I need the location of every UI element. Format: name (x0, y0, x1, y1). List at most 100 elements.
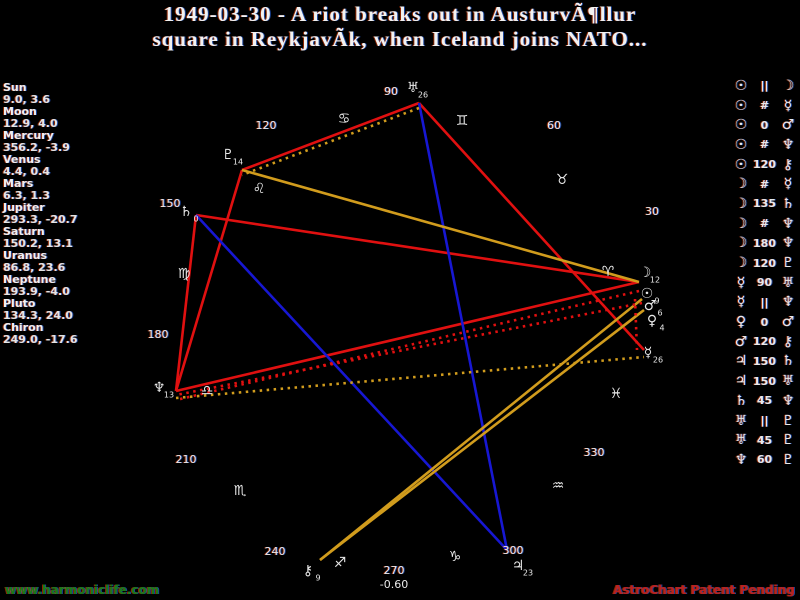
sign-aries-icon: ♈ (602, 264, 615, 280)
planet-sun-icon: ☉ (641, 286, 654, 302)
planet-longitude-declination: 86.8, 23.6 (3, 260, 66, 274)
aspect-planet2-glyph: ☿ (783, 176, 793, 193)
aspect-type: 90 (756, 276, 773, 290)
planet-mercury-degree: 26 (653, 356, 663, 365)
planet-moon-icon: ☽ (639, 265, 652, 281)
tick-label-270: 270 (384, 564, 405, 577)
tick-label-180: 180 (148, 328, 169, 341)
aspect-planet2-glyph: ♇ (781, 412, 795, 429)
aspect-type: || (760, 79, 769, 93)
aspect-planet2-glyph: ☽ (781, 77, 795, 94)
aspect-row-5: ☽ # ☿ (731, 174, 798, 194)
planet-longitude-declination: 134.3, 24.0 (3, 308, 73, 322)
aspect-line-saturn-neptune (174, 214, 198, 392)
planet-chiron-degree: 9 (315, 574, 320, 583)
bottom-axis-note: -0.60 (380, 578, 408, 591)
aspect-planet2-glyph: ♇ (781, 255, 795, 272)
planet-pluto-icon: ♇ (222, 147, 235, 163)
tick-label-120: 120 (256, 119, 277, 132)
aspect-planet1-glyph: ♀ (735, 314, 747, 331)
planet-mars-icon: ♂ (644, 298, 657, 314)
planet-table-row-jupiter: Jupiter 293.3, -20.7 (3, 202, 78, 225)
planet-longitude-declination: 12.9, 4.0 (3, 116, 58, 130)
title-line-1: 1949-03-30 - A riot breaks out in Austur… (163, 2, 637, 26)
aspect-planet1-glyph: ♆ (734, 451, 748, 468)
aspect-row-0: ☉ || ☽ (731, 76, 798, 96)
aspect-planet2-glyph: ♇ (781, 432, 795, 449)
aspect-planet2-glyph: ♆ (781, 294, 795, 311)
aspect-row-18: ♅ 45 ♇ (731, 430, 798, 450)
aspect-planet1-glyph: ☽ (734, 235, 748, 252)
aspect-planet1-glyph: ♃ (734, 373, 748, 390)
planet-chiron-icon: ⚷ (303, 563, 313, 579)
planet-table-row-sun: Sun 9.0, 3.6 (3, 82, 78, 105)
planet-table-row-mercury: Mercury 356.2, -3.9 (3, 130, 78, 153)
aspect-planet1-glyph: ☿ (736, 294, 746, 311)
aspect-type: 120 (753, 335, 776, 349)
sign-aquarius-icon: ♒ (552, 478, 565, 494)
aspect-type: 120 (753, 256, 776, 270)
planet-longitude-declination: 193.9, -4.0 (3, 284, 70, 298)
aspect-type: 45 (756, 394, 773, 408)
aspect-type: 150 (753, 374, 776, 388)
aspect-row-13: ♂ 120 ⚷ (731, 332, 798, 352)
aspect-row-9: ☽ 120 ♇ (731, 253, 798, 273)
aspect-planet1-glyph: ♅ (734, 432, 748, 449)
aspect-row-14: ♃ 150 ♄ (731, 352, 798, 372)
aspect-row-2: ☉ 0 ♂ (731, 115, 798, 135)
aspect-planet2-glyph: ⚷ (782, 156, 794, 173)
aspect-type: 180 (753, 236, 776, 250)
aspect-line-jupiter-uranus (417, 102, 509, 551)
planet-jupiter-degree: 23 (523, 569, 533, 578)
planet-longitude-declination: 9.0, 3.6 (3, 92, 50, 106)
aspect-planet2-glyph: ♆ (781, 392, 795, 409)
planet-table-row-mars: Mars 6.3, 1.3 (3, 178, 78, 201)
aspect-type: 0 (760, 315, 769, 329)
planet-longitude-declination: 249.0, -17.6 (3, 332, 78, 346)
planet-name: Chiron (3, 321, 44, 334)
planet-jupiter-icon: ♃ (512, 558, 525, 574)
aspect-type: 60 (756, 453, 773, 467)
planet-mercury-icon: ☿ (644, 345, 653, 361)
tick-label-240: 240 (265, 545, 286, 558)
tick-label-330: 330 (584, 446, 605, 459)
planet-name: Mars (3, 177, 34, 190)
aspect-planet1-glyph: ♄ (734, 392, 748, 409)
footer-patent-text: AstroChart Patent Pending (613, 583, 795, 597)
planet-table-row-pluto: Pluto 134.3, 24.0 (3, 298, 78, 321)
aspect-planet1-glyph: ☉ (734, 136, 748, 153)
planet-longitude-declination: 4.4, 0.4 (3, 164, 50, 178)
aspect-planet1-glyph: ☽ (734, 255, 748, 272)
sign-scorpio-icon: ♏ (234, 483, 247, 499)
aspect-planet2-glyph: ☿ (783, 97, 793, 114)
planet-sun-degree: 9 (654, 297, 659, 306)
planet-longitude-declination: 6.3, 1.3 (3, 188, 50, 202)
sign-taurus-icon: ♉ (556, 172, 569, 188)
planet-mars-degree: 6 (657, 309, 662, 318)
planet-name: Jupiter (3, 201, 45, 214)
aspect-row-15: ♃ 150 ♅ (731, 371, 798, 391)
planet-longitude-declination: 356.2, -3.9 (3, 140, 70, 154)
aspect-planet1-glyph: ♂ (734, 333, 748, 350)
aspect-planet2-glyph: ♆ (781, 235, 795, 252)
aspect-line-uranus-pluto (241, 101, 420, 172)
planet-uranus-icon: ♅ (407, 80, 420, 96)
planet-moon-degree: 12 (650, 276, 660, 285)
aspect-row-19: ♆ 60 ♇ (731, 450, 798, 470)
footer-website-link[interactable]: www.harmoniclife.com (5, 583, 160, 597)
planet-venus-degree: 4 (659, 324, 664, 333)
aspect-planet1-glyph: ☽ (734, 176, 748, 193)
aspect-line-moon-saturn (195, 213, 640, 284)
planet-name: Mercury (3, 129, 54, 142)
aspect-planet1-glyph: ☉ (734, 117, 748, 134)
sign-gemini-icon: ♊ (456, 113, 469, 129)
planet-name: Uranus (3, 249, 47, 262)
aspect-planet2-glyph: ♇ (781, 451, 795, 468)
aspect-planet2-glyph: ⚷ (782, 333, 794, 350)
tick-label-90: 90 (384, 85, 398, 98)
planet-table-row-chiron: Chiron 249.0, -17.6 (3, 322, 78, 345)
aspect-planet2-glyph: ♆ (781, 136, 795, 153)
aspect-line-sun-neptune (175, 301, 643, 397)
aspect-line-uranus-mercury (418, 102, 645, 351)
